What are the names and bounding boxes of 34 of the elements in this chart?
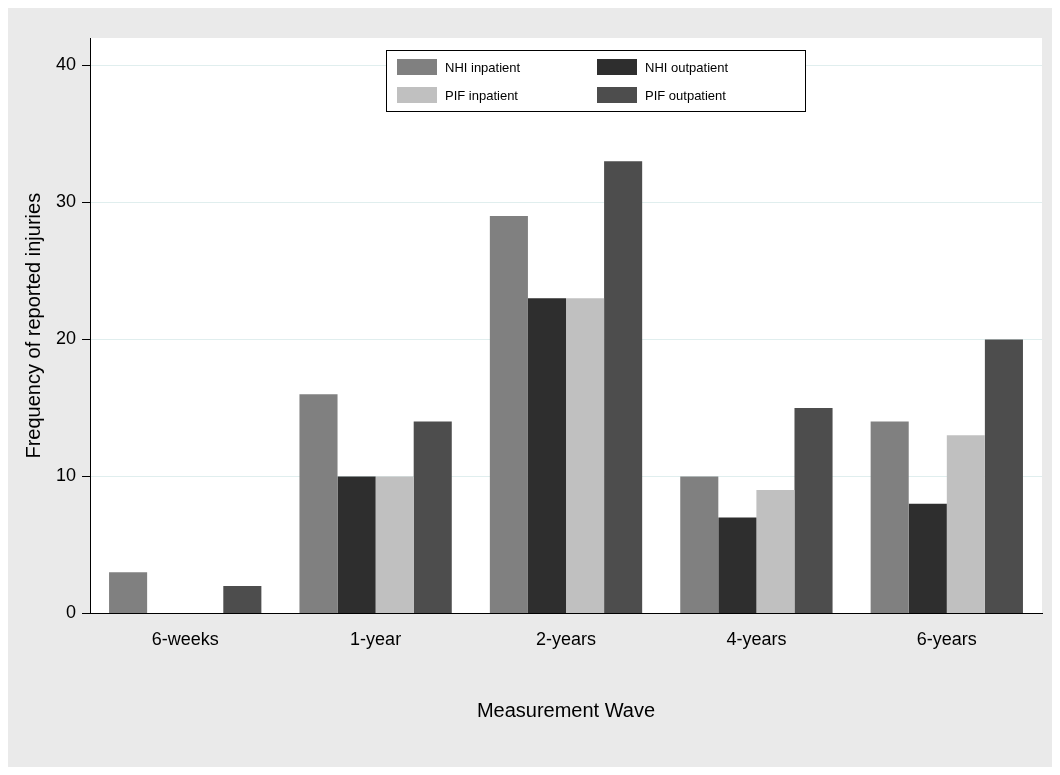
bar (109, 572, 148, 613)
bar (413, 421, 452, 613)
bar (299, 394, 338, 613)
x-axis-title: Measurement Wave (476, 698, 656, 721)
legend-label: NHI outpatient (645, 59, 729, 75)
y-tick-label: 20 (55, 328, 77, 349)
y-tick-label: 0 (66, 602, 77, 623)
x-tick-label: 6-weeks (151, 629, 219, 650)
bar (337, 476, 376, 613)
bar (489, 216, 528, 613)
bar (756, 490, 795, 613)
legend-label: NHI inpatient (445, 59, 521, 75)
y-axis-title: Frequency of reported injuries (21, 192, 44, 459)
legend-label: PIF outpatient (645, 87, 726, 103)
x-tick-label: 2-years (536, 629, 597, 650)
x-tick-label: 4-years (726, 629, 787, 650)
y-tick-label: 30 (55, 191, 77, 212)
bar (946, 435, 985, 613)
bar (870, 421, 909, 613)
bar (718, 517, 757, 613)
bar (984, 339, 1023, 613)
bar (223, 586, 262, 613)
bar (908, 503, 947, 613)
y-tick-label: 10 (55, 465, 77, 486)
bar (375, 476, 414, 613)
legend-label: PIF inpatient (445, 87, 518, 103)
bar (794, 407, 833, 613)
bar (566, 298, 605, 613)
x-tick-label: 6-years (916, 629, 977, 650)
y-tick-label: 40 (55, 54, 77, 75)
bar (527, 298, 567, 613)
x-tick-label: 1-year (350, 629, 402, 650)
bar (680, 476, 719, 613)
bar (604, 161, 643, 613)
